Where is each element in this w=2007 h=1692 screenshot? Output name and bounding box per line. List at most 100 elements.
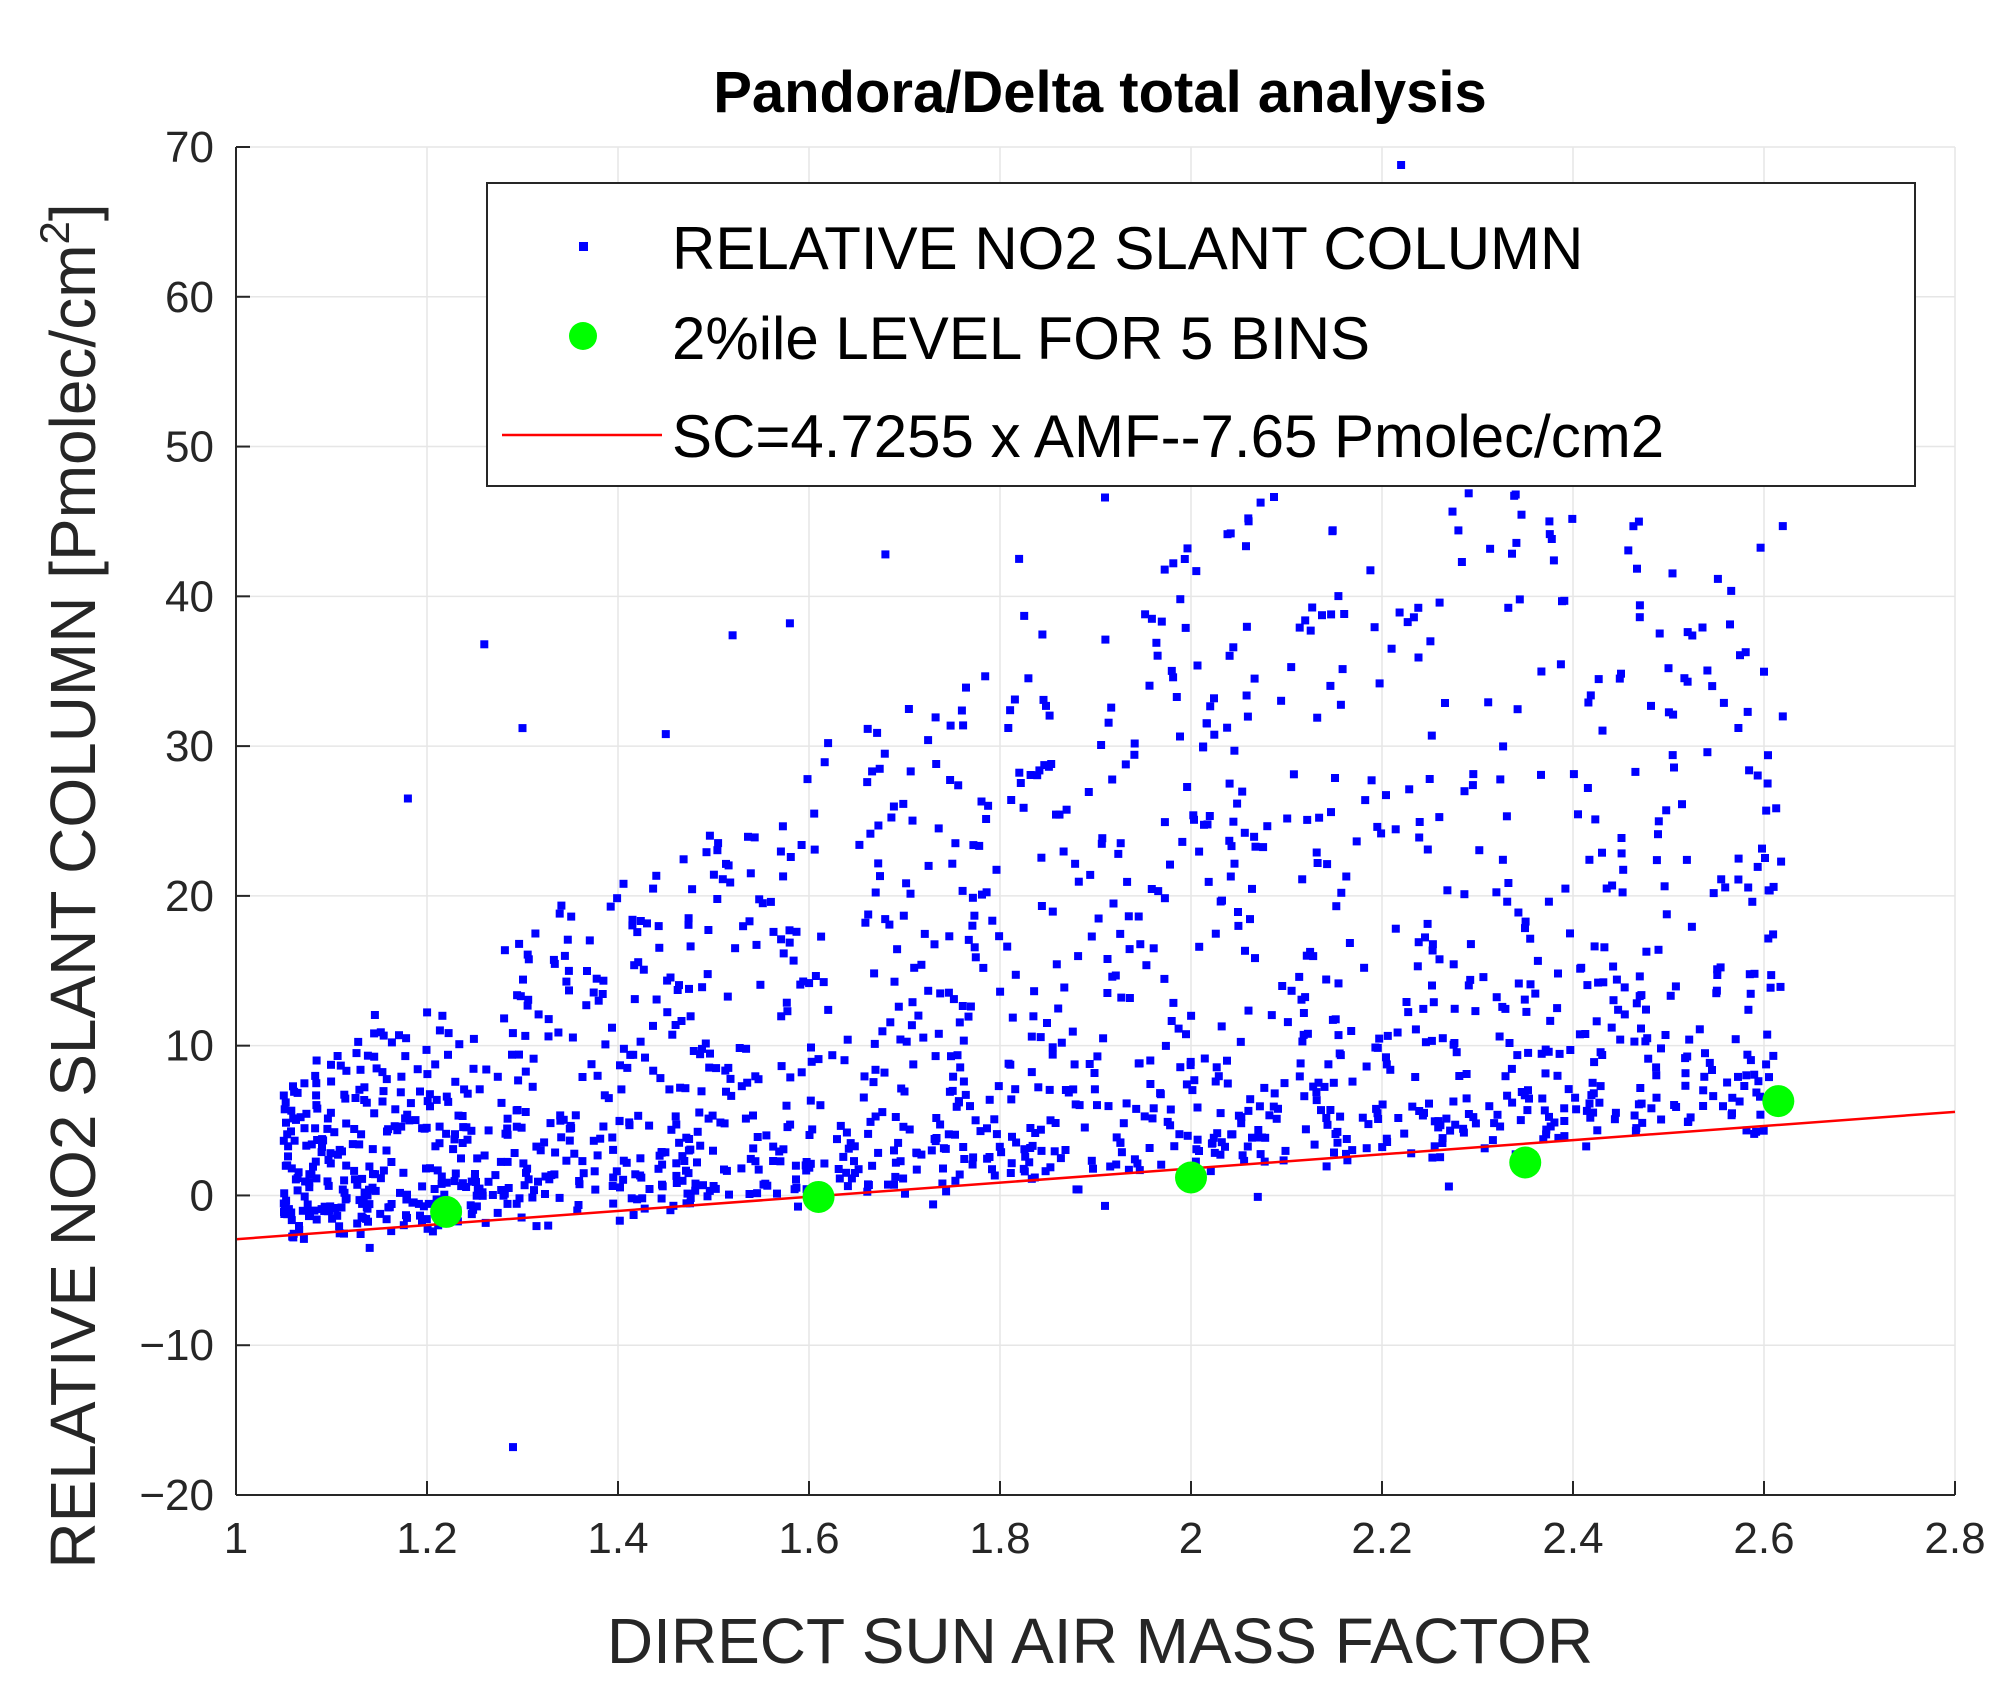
no2-point-89 [1769, 1051, 1778, 1060]
no2-point-17 [411, 1116, 420, 1125]
no2-point-931 [665, 1085, 674, 1094]
no2-point-918 [1569, 770, 1578, 779]
no2-point-349 [786, 1073, 795, 1082]
fit-line [235, 1110, 1956, 1241]
no2-point-993 [396, 1088, 405, 1097]
no2-point-1126 [810, 845, 819, 854]
no2-point-1364 [807, 1057, 816, 1066]
no2-point-1189 [1426, 637, 1435, 646]
no2-point-1177 [523, 950, 532, 959]
no2-point-800 [472, 1178, 480, 1186]
no2-point-1097 [444, 1029, 453, 1038]
no2-point-135 [348, 1140, 357, 1149]
no2-point-761 [1234, 1111, 1243, 1120]
no2-point-1383 [899, 911, 908, 920]
no2-point-749 [1589, 1108, 1598, 1117]
no2-point-722 [936, 989, 945, 998]
no2-point-1280 [1012, 1138, 1021, 1147]
no2-point-919 [878, 1108, 887, 1117]
no2-point-328 [1394, 1114, 1403, 1122]
no2-point-882 [1652, 1071, 1661, 1080]
no2-point-878 [769, 1157, 778, 1165]
no2-point-1050 [1170, 1142, 1179, 1151]
no2-point-592 [1375, 1034, 1384, 1043]
no2-point-406 [1217, 1022, 1226, 1031]
no2-point-1310 [1423, 845, 1432, 854]
no2-point-1116 [1134, 912, 1143, 921]
no2-point-1270 [1698, 623, 1707, 632]
no2-point-1257 [515, 1050, 523, 1059]
no2-point-877 [905, 1125, 914, 1134]
no2-point-683 [1736, 651, 1744, 660]
no2-point-514 [1324, 1060, 1333, 1069]
no2-point-386 [1094, 914, 1103, 923]
no2-point-1436 [609, 1145, 618, 1154]
no2-point-1388 [442, 1092, 451, 1101]
no2-point-814 [899, 1174, 908, 1183]
no2-point-851 [609, 1173, 618, 1182]
no2-point-1503 [1464, 489, 1473, 498]
no2-point-771 [414, 1199, 423, 1208]
no2-point-715 [356, 1230, 365, 1238]
no2-point-285 [601, 1040, 610, 1049]
no2-point-316 [1661, 1031, 1670, 1039]
no2-point-1127 [1160, 818, 1169, 827]
no2-point-102 [423, 1224, 432, 1233]
no2-point-553 [1764, 934, 1773, 943]
no2-point-1422 [1272, 1114, 1281, 1123]
no2-point-1160 [499, 1191, 508, 1200]
no2-point-1285 [550, 1170, 559, 1179]
no2-point-22 [589, 988, 598, 997]
no2-point-10 [777, 935, 786, 944]
no2-point-1316 [1420, 1108, 1428, 1117]
no2-point-829 [1234, 921, 1243, 930]
no2-point-610 [939, 1164, 947, 1173]
no2-point-1479 [678, 1176, 687, 1185]
no2-point-1572 [1723, 1078, 1732, 1087]
no2-point-531 [1160, 565, 1169, 574]
no2-point-50 [1762, 1060, 1771, 1069]
no2-point-345 [571, 1111, 580, 1120]
no2-point-1215 [1124, 912, 1133, 921]
no2-point-986 [312, 1101, 321, 1110]
no2-point-1520 [1537, 667, 1546, 676]
no2-point-347 [1056, 1154, 1065, 1163]
no2-point-248 [340, 1176, 349, 1185]
no2-point-76 [1193, 1135, 1202, 1144]
no2-point-1355 [698, 1044, 706, 1053]
no2-point-1068 [1166, 860, 1174, 869]
no2-point-428 [1176, 1063, 1185, 1072]
no2-point-261 [1251, 954, 1259, 963]
no2-point-932 [1637, 1024, 1645, 1033]
no2-point-217 [1415, 818, 1424, 826]
no2-point-1591 [691, 1186, 700, 1195]
no2-point-836 [1490, 1119, 1499, 1128]
no2-point-1277 [1635, 992, 1644, 1001]
no2-point-440 [1309, 952, 1318, 961]
no2-point-1410 [746, 869, 755, 878]
no2-point-518 [1624, 546, 1633, 555]
no2-point-795 [957, 706, 966, 715]
no2-point-149 [1411, 1073, 1420, 1081]
no2-point-1239 [1428, 981, 1436, 990]
no2-point-62 [1145, 681, 1154, 690]
no2-point-1051 [1331, 774, 1339, 782]
no2-point-662 [1244, 1006, 1253, 1015]
no2-point-171 [1161, 1041, 1170, 1050]
no2-point-81 [792, 927, 801, 936]
no2-point-5 [1342, 872, 1351, 881]
no2-point-1451 [1493, 1110, 1502, 1119]
no2-point-451 [1615, 674, 1624, 683]
no2-point-438 [1054, 1004, 1063, 1013]
no2-point-1152 [467, 1177, 476, 1186]
no2-point-801 [1314, 1078, 1323, 1087]
no2-point-1064 [1498, 855, 1507, 864]
no2-point-641 [1492, 993, 1501, 1002]
no2-point-232 [418, 1217, 426, 1226]
no2-point-101 [1123, 877, 1132, 886]
no2-point-1202 [955, 1170, 964, 1179]
no2-point-1042 [789, 956, 798, 965]
no2-point-435 [746, 1154, 755, 1163]
no2-point-142 [1382, 791, 1390, 800]
no2-point-1544 [703, 970, 712, 979]
